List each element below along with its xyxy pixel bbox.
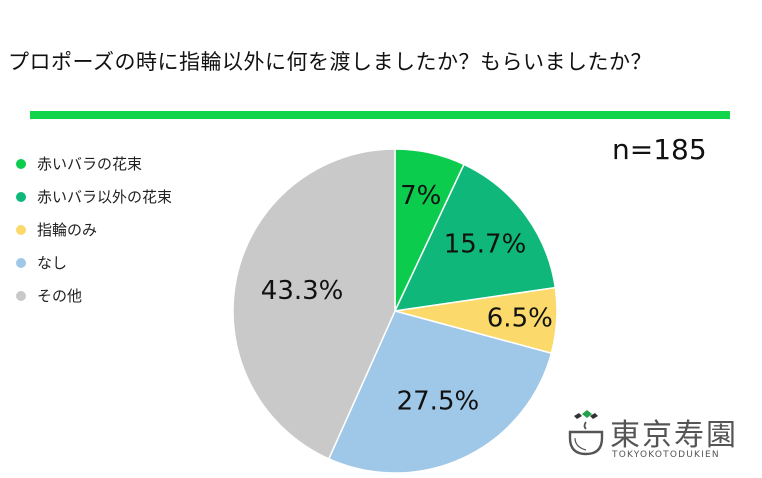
legend-swatch: [16, 290, 26, 301]
slice-value-label: 27.5%: [397, 386, 480, 416]
legend-item: 赤いバラ以外の花束: [16, 180, 172, 213]
brand-name: 東京寿園: [610, 418, 738, 453]
pie-slice: [393, 163, 557, 312]
legend-swatch: [16, 191, 26, 202]
legend-item: 指輪のみ: [16, 213, 172, 246]
slice-value-label: 7%: [400, 181, 441, 211]
legend-label: 赤いバラの花束: [37, 155, 143, 173]
legend-label: 赤いバラ以外の花束: [37, 188, 173, 206]
legend: 赤いバラの花束 赤いバラ以外の花束 指輪のみ なし その他: [16, 147, 172, 312]
teacup-logo-icon: [568, 410, 604, 456]
legend-item: その他: [16, 279, 172, 312]
legend-swatch: [16, 158, 26, 169]
slice-value-label: 6.5%: [487, 304, 553, 334]
pie-slices: [232, 148, 558, 474]
slice-value-label: 43.3%: [261, 276, 344, 306]
legend-label: なし: [37, 254, 68, 272]
legend-label: 指輪のみ: [37, 221, 98, 239]
legend-swatch: [16, 224, 26, 235]
pie-slice: [232, 148, 396, 460]
chart-title: プロポーズの時に指輪以外に何を渡しましたか？もらいましたか？: [8, 50, 652, 74]
legend-item: なし: [16, 246, 172, 279]
brand-logo: 東京寿園 TOKYOKOTODUKIEN: [566, 408, 756, 464]
sample-size-label: n=185: [612, 133, 707, 166]
brand-romaji: TOKYOKOTODUKIEN: [612, 450, 720, 460]
legend-swatch: [16, 257, 26, 268]
title-underline: [30, 111, 730, 119]
slice-value-label: 15.7%: [444, 229, 527, 259]
pie-labels: 7%15.7% 6.5% 27.5% 43.3%: [261, 181, 553, 416]
legend-item: 赤いバラの花束: [16, 147, 172, 180]
pie-slice: [327, 310, 553, 474]
legend-label: その他: [37, 287, 83, 305]
